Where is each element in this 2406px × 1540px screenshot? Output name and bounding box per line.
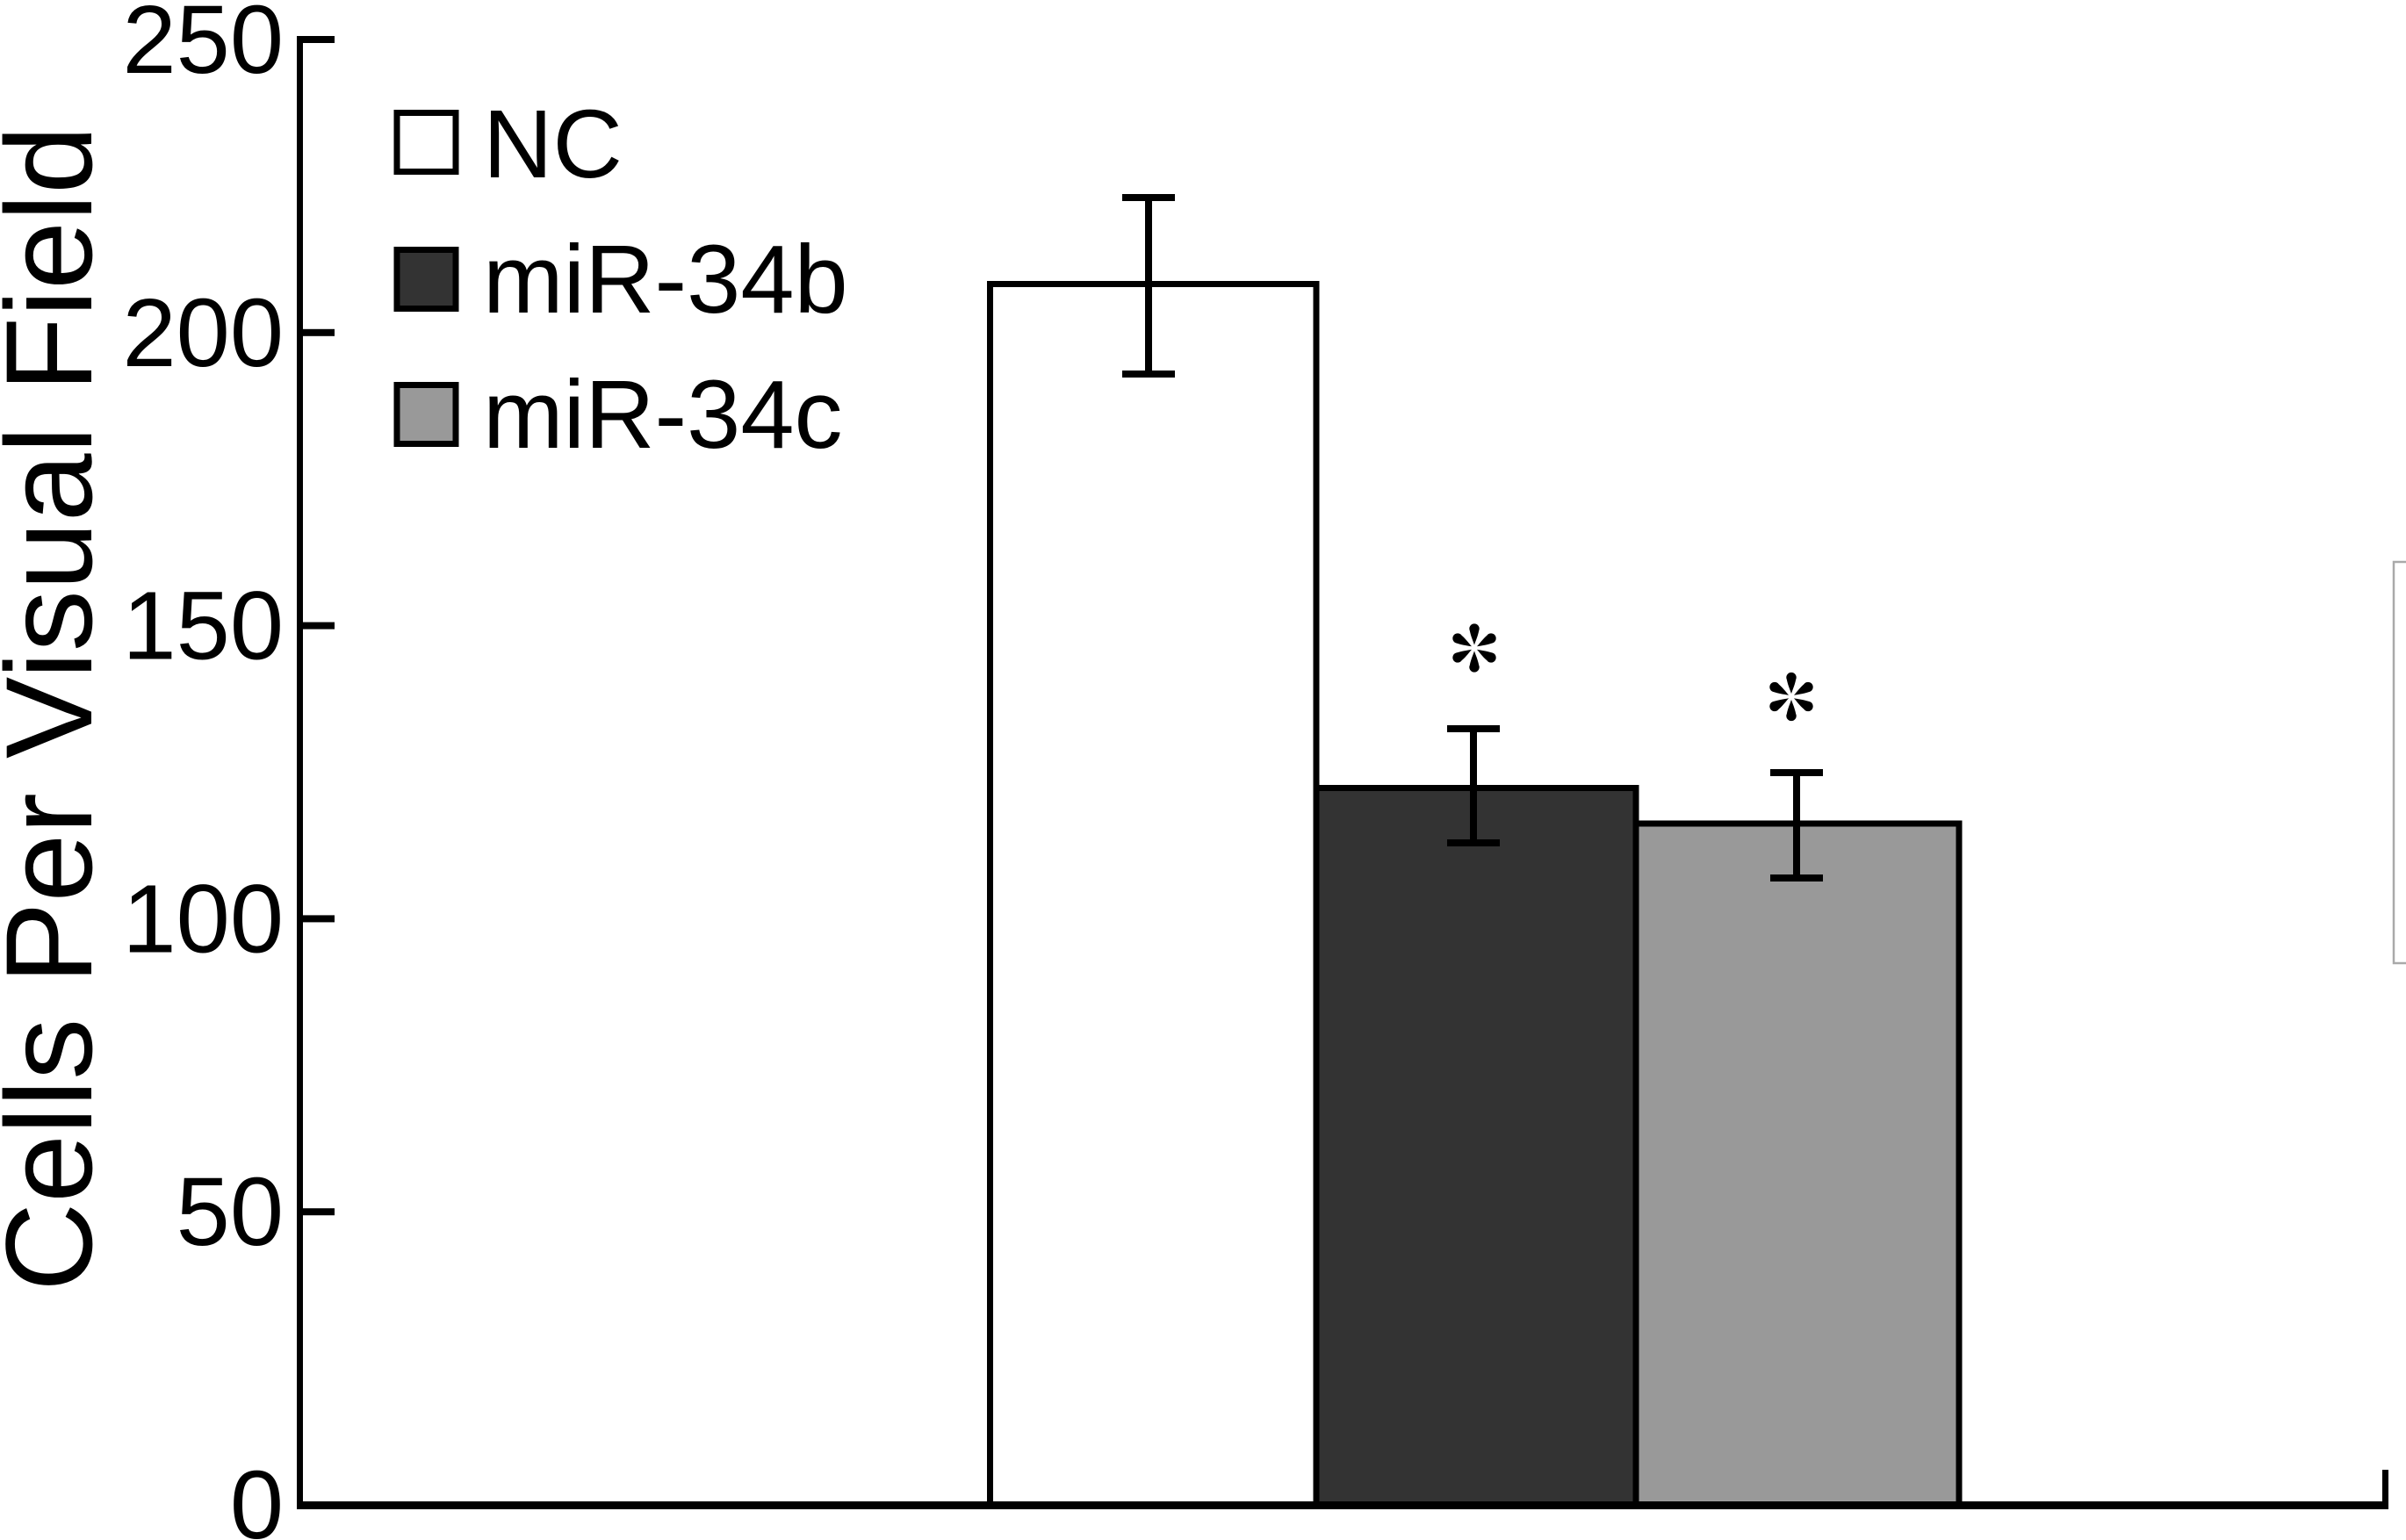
svg-text:150: 150 <box>122 572 284 680</box>
svg-text:250: 250 <box>122 0 284 94</box>
svg-text:200: 200 <box>122 279 284 387</box>
svg-text:miR-34c: miR-34c <box>483 361 843 469</box>
svg-text:50: 50 <box>176 1158 284 1266</box>
svg-text:Cells Per Visual Field: Cells Per Visual Field <box>0 126 118 1292</box>
svg-text:NC: NC <box>483 90 623 198</box>
svg-text:miR-34b: miR-34b <box>483 226 848 334</box>
svg-text:100: 100 <box>122 865 284 973</box>
svg-text:0: 0 <box>230 1451 284 1540</box>
